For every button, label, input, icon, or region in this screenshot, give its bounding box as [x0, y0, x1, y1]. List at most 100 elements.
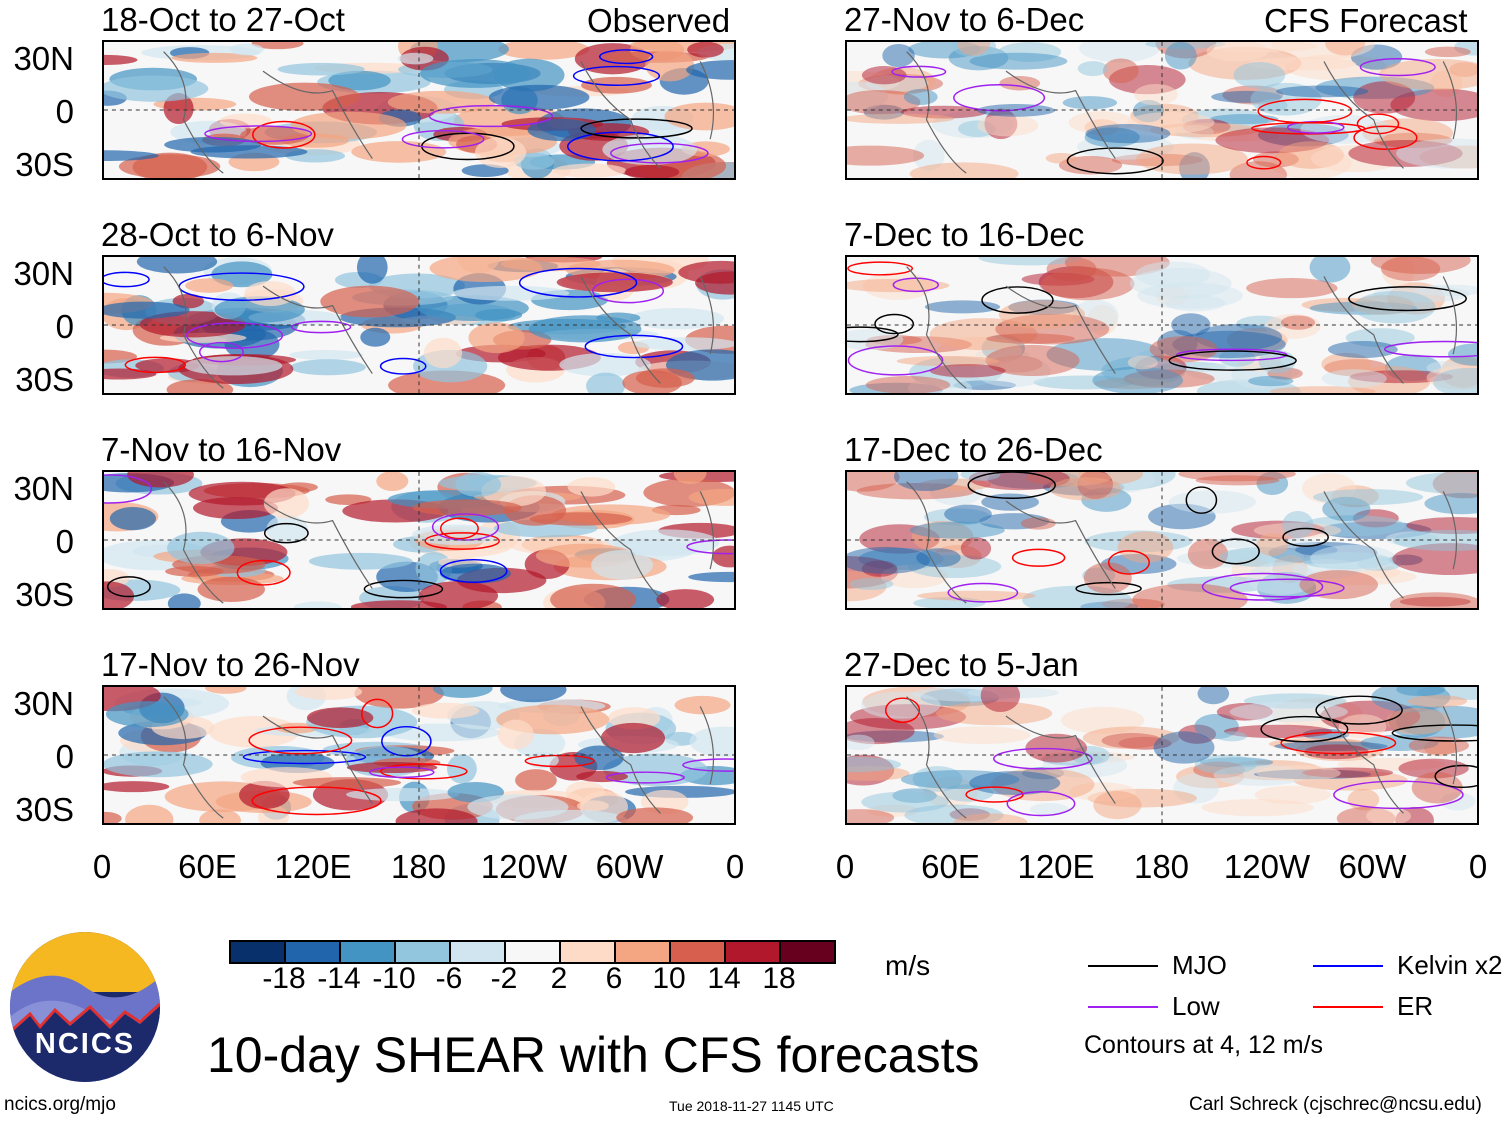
shear-blob — [185, 278, 234, 293]
contour-line — [1011, 548, 1066, 567]
shear-blob — [1085, 123, 1171, 144]
shear-blob — [896, 355, 1000, 367]
shear-blob — [1366, 806, 1412, 823]
shear-blob — [171, 52, 258, 63]
contour-line — [1107, 550, 1150, 575]
contour-line — [1353, 125, 1418, 150]
shear-blob — [985, 344, 1080, 377]
shear-blob — [600, 722, 666, 754]
contour-line — [847, 261, 914, 276]
shear-blob — [104, 781, 170, 793]
colorbar-tick-label: -18 — [262, 962, 306, 995]
contour-line — [124, 356, 186, 374]
shear-blob — [686, 60, 734, 80]
latitude-label: 30N — [13, 255, 74, 292]
contour-line — [1287, 120, 1345, 134]
legend-er: ER — [1313, 991, 1433, 1022]
shear-blob — [913, 139, 945, 171]
shear-blob — [1164, 42, 1197, 70]
header-observed: Observed — [587, 2, 731, 39]
contour-line — [1348, 286, 1467, 312]
colorbar-swatch — [231, 942, 286, 962]
contour-line — [1359, 58, 1436, 77]
shear-map-panel — [102, 685, 736, 825]
contour-line — [380, 763, 468, 780]
shear-blob — [847, 145, 925, 166]
shear-blob — [306, 707, 374, 729]
shear-blob — [1424, 492, 1477, 515]
shear-blob — [294, 687, 363, 700]
shear-blob — [277, 62, 365, 76]
source-url[interactable]: ncics.org/mjo — [4, 1094, 116, 1115]
shear-blob — [1275, 85, 1369, 98]
credit: Carl Schreck (cjschrec@ncsu.edu) — [1189, 1094, 1482, 1115]
colorbar-swatch — [726, 942, 781, 962]
contour-line — [874, 313, 915, 335]
shear-map-panel — [845, 255, 1479, 395]
shear-map-panel — [102, 255, 736, 395]
shear-blob — [673, 472, 707, 485]
contour-note: Contours at 4, 12 m/s — [1084, 1031, 1324, 1059]
shear-blob — [376, 472, 409, 491]
shear-blob — [1256, 765, 1341, 782]
shear-blob — [184, 356, 283, 376]
shear-blob — [251, 42, 304, 50]
longitude-label: 120E — [274, 848, 352, 885]
shear-blob — [847, 329, 904, 351]
contour-line — [379, 357, 427, 375]
contour-line — [104, 474, 153, 504]
latitude-label: 30S — [15, 791, 74, 828]
latitude-label: 0 — [55, 738, 74, 775]
longitude-label: 60E — [178, 848, 237, 885]
colorbar-swatch — [341, 942, 396, 962]
shear-blob — [603, 753, 708, 786]
shear-blob — [244, 281, 297, 307]
shear-blob — [497, 719, 534, 750]
shear-blob — [104, 75, 209, 102]
contour-line — [1211, 538, 1260, 565]
shear-blob — [356, 257, 388, 284]
shear-blob — [1313, 489, 1424, 506]
contour-line — [592, 278, 665, 304]
shear-blob — [193, 497, 279, 520]
contour-line — [885, 697, 921, 724]
legend-label: MJO — [1172, 950, 1227, 980]
shear-blob — [1049, 477, 1122, 501]
shear-blob — [387, 90, 496, 114]
shear-blob — [418, 581, 499, 608]
logo-text: NCICS — [34, 1028, 136, 1060]
shear-blob — [351, 141, 447, 163]
shear-blob — [104, 150, 159, 162]
shear-blob — [1256, 533, 1289, 557]
shear-blob — [205, 687, 247, 694]
contour-line — [1168, 350, 1297, 371]
colorbar-units: m/s — [885, 950, 931, 981]
shear-blob — [488, 84, 590, 110]
contour-line — [572, 65, 661, 86]
shear-blob — [1233, 62, 1286, 89]
shear-blob — [397, 52, 434, 65]
shear-blob — [1447, 343, 1477, 366]
longitude-label: 120W — [1223, 848, 1311, 885]
contour-line — [106, 576, 151, 598]
contour-line — [598, 49, 654, 65]
contour-line — [580, 118, 693, 139]
latitude-label: 30S — [15, 146, 74, 183]
contour-line — [204, 125, 313, 143]
shear-blob — [1433, 367, 1477, 393]
colorbar-tick-label: 10 — [652, 962, 686, 995]
shear-blob — [1209, 114, 1279, 125]
shear-blob — [929, 364, 1006, 378]
latitude-label: 30N — [13, 470, 74, 507]
contour-line — [965, 786, 1024, 803]
panel-date-range: 27-Dec to 5-Jan — [844, 646, 1079, 683]
colorbar-swatch — [671, 942, 726, 962]
shear-blob — [1310, 544, 1397, 573]
coastline — [163, 266, 715, 389]
contour-line — [682, 758, 734, 772]
contour-line — [1315, 695, 1403, 725]
shear-blob — [446, 754, 477, 784]
coastline — [906, 51, 1458, 174]
shear-blob — [1195, 323, 1283, 351]
colorbar-swatch — [616, 942, 671, 962]
